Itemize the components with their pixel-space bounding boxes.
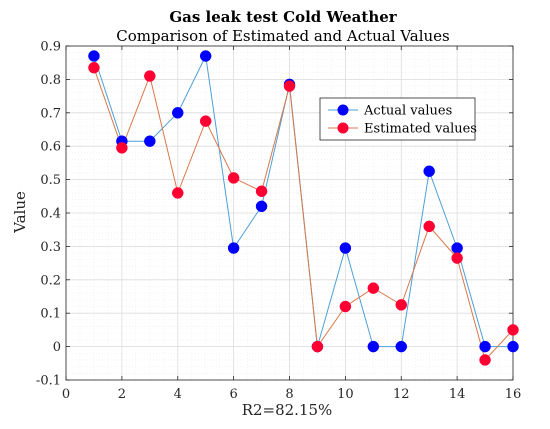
data-point-estimated [88,61,100,74]
data-point-actual [451,242,463,254]
data-point-actual [144,135,156,147]
chart-subtitle: Comparison of Estimated and Actual Value… [116,27,450,45]
legend-marker [337,122,349,134]
x-tick-label: 14 [449,387,466,402]
data-point-actual [88,50,100,62]
data-point-estimated [172,187,184,199]
data-point-estimated [116,142,128,154]
chart-title: Gas leak test Cold Weather [169,8,397,26]
data-point-actual [172,107,184,119]
data-point-actual [339,242,352,254]
data-point-estimated [451,252,463,264]
x-tick-label: 6 [229,387,237,402]
data-point-actual [255,200,268,213]
x-tick-label: 12 [393,387,410,402]
y-tick-label: 0.4 [40,207,61,222]
y-tick-label: 0.7 [40,106,61,121]
data-point-actual [367,340,380,353]
x-tick-label: 10 [337,387,354,402]
data-point-estimated [227,172,240,184]
data-point-estimated [479,354,491,366]
data-point-actual [395,340,407,353]
data-point-estimated [283,80,296,92]
x-axis-label: R2=82.15% [242,401,333,419]
x-tick-label: 4 [174,387,182,402]
y-axis-label: Value [11,191,29,234]
series-line-estimated [93,67,514,361]
legend-label: Actual values [363,104,452,119]
y-tick-label: 0.5 [40,173,61,188]
y-tick-label: -0.1 [36,374,61,389]
data-point-actual [199,50,212,62]
x-tick-label: 8 [285,387,293,402]
x-tick-label: 2 [118,387,126,402]
legend-marker [337,104,349,116]
data-point-actual [227,242,240,254]
y-tick-label: 0.3 [40,240,61,255]
plot-area: 0 2 4 6 8 10 12 14 16-0.100.10.20.30.40.50.60.70… [36,40,521,403]
legend-box [319,97,476,141]
y-tick-label: 0.6 [40,140,61,155]
data-point-estimated [395,299,407,311]
legend: Actual values Estimated values [319,97,477,141]
x-tick-label: 16 [505,387,522,402]
data-point-estimated [144,70,156,82]
data-point-estimated [367,282,380,294]
y-tick-label: 0.1 [40,307,61,322]
data-point-estimated [199,115,212,127]
y-tick-label: 0.8 [40,73,61,88]
y-tick-label: 0.2 [40,273,61,288]
data-point-estimated [339,300,352,313]
data-point-actual [507,340,519,353]
y-tick-label: 0.9 [40,40,61,55]
data-point-estimated [423,220,435,233]
y-tick-label: 0 [53,340,61,355]
legend-label: Estimated values [364,122,477,137]
data-point-actual [423,165,435,177]
x-tick-label: 0 [62,387,70,402]
data-point-actual [479,340,491,353]
data-point-estimated [255,185,268,198]
data-point-estimated [311,340,324,353]
data-point-estimated [507,324,519,336]
